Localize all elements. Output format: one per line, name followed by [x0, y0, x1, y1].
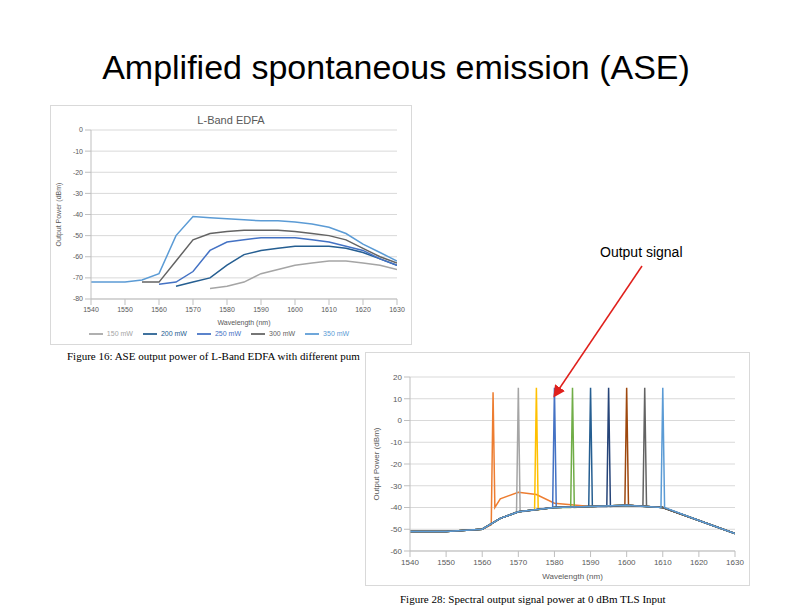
svg-text:1580: 1580	[546, 558, 564, 567]
svg-text:-50: -50	[390, 525, 402, 534]
svg-text:1540: 1540	[83, 306, 99, 313]
svg-text:-60: -60	[73, 253, 83, 260]
svg-text:20: 20	[393, 373, 402, 382]
svg-text:-20: -20	[390, 460, 402, 469]
svg-text:Output Power (dBm): Output Power (dBm)	[372, 427, 381, 500]
svg-text:1570: 1570	[185, 306, 201, 313]
svg-text:-20: -20	[73, 169, 83, 176]
svg-text:-10: -10	[390, 438, 402, 447]
svg-text:-30: -30	[73, 190, 83, 197]
svg-text:-30: -30	[390, 482, 402, 491]
svg-text:-50: -50	[73, 232, 83, 239]
svg-text:-70: -70	[73, 274, 83, 281]
svg-text:1540: 1540	[401, 558, 419, 567]
svg-text:1620: 1620	[690, 558, 708, 567]
html-text:Figure 16: ASE output power of: Figure 16: ASE output power of L-Band ED…	[67, 350, 360, 362]
svg-text:0: 0	[398, 416, 403, 425]
html-text:150 mW: 150 mW	[106, 329, 133, 337]
svg-text:1590: 1590	[582, 558, 600, 567]
svg-text:-40: -40	[73, 211, 83, 218]
html-text:Amplified spontaneous emission: Amplified spontaneous emission (ASE)	[102, 48, 690, 86]
svg-text:0: 0	[79, 126, 83, 133]
svg-text:1550: 1550	[437, 558, 455, 567]
html-text:300 mW: 300 mW	[269, 329, 296, 337]
svg-text:1610: 1610	[321, 306, 337, 313]
html-text:250 mW: 250 mW	[215, 329, 241, 337]
svg-text:-60: -60	[390, 547, 402, 556]
svg-text:1550: 1550	[117, 306, 133, 313]
svg-text:1570: 1570	[509, 558, 527, 567]
svg-text:Wavelength (nm): Wavelength (nm)	[217, 319, 270, 327]
svg-text:1600: 1600	[618, 558, 636, 567]
svg-text:1560: 1560	[473, 558, 491, 567]
svg-text:1610: 1610	[654, 558, 672, 567]
svg-text:1590: 1590	[253, 306, 269, 313]
svg-text:Output Power (dBm): Output Power (dBm)	[55, 183, 63, 247]
svg-text:-40: -40	[390, 503, 402, 512]
svg-text:1580: 1580	[219, 306, 235, 313]
html-text:L-Band EDFA: L-Band EDFA	[197, 114, 265, 126]
svg-text:-80: -80	[73, 295, 83, 302]
svg-text:1560: 1560	[151, 306, 167, 313]
svg-text:Wavelength (nm): Wavelength (nm)	[542, 572, 603, 581]
html-text:350 mW: 350 mW	[323, 329, 350, 337]
svg-text:1630: 1630	[726, 558, 744, 567]
svg-text:-10: -10	[73, 148, 83, 155]
html-text:200 mW: 200 mW	[160, 329, 187, 337]
svg-text:1600: 1600	[287, 306, 303, 313]
svg-text:10: 10	[393, 395, 402, 404]
svg-text:1630: 1630	[389, 306, 405, 313]
html-text:Output signal: Output signal	[600, 244, 683, 260]
html-text:Figure 28: Spectral output sig: Figure 28: Spectral output signal power …	[400, 593, 666, 605]
svg-text:1620: 1620	[355, 306, 371, 313]
